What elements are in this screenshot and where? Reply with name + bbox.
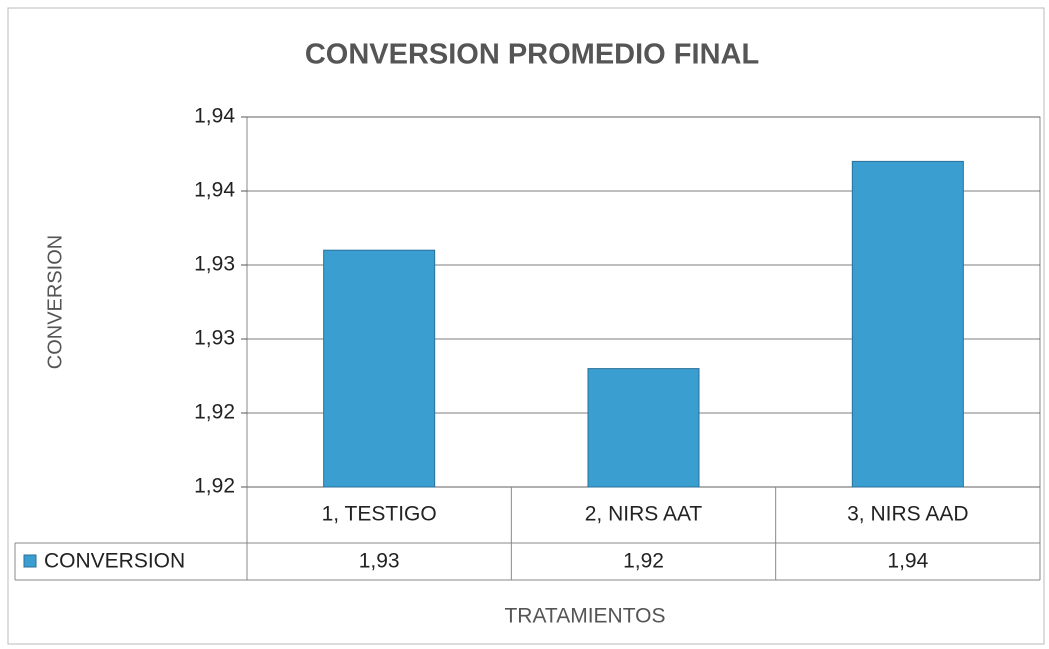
bar — [587, 368, 700, 488]
x-tick-label: 2, NIRS AAT — [585, 503, 703, 526]
y-tick-label: 1,94 — [194, 179, 235, 202]
y-tick-label: 1,94 — [194, 105, 235, 128]
bar — [323, 249, 436, 488]
data-table-value: 1,92 — [623, 550, 664, 573]
y-tick-label: 1,93 — [194, 253, 235, 276]
legend-marker — [23, 554, 37, 568]
x-tick-label: 3, NIRS AAD — [847, 503, 968, 526]
legend-label: CONVERSION — [44, 550, 185, 573]
x-tick-label: 1, TESTIGO — [322, 503, 437, 526]
y-tick-label: 1,92 — [194, 401, 235, 424]
y-tick-label: 1,92 — [194, 475, 235, 498]
y-axis-label: CONVERSION — [44, 235, 66, 369]
data-table-value: 1,94 — [887, 550, 928, 573]
data-table-value: 1,93 — [359, 550, 400, 573]
x-axis-label: TRATAMIENTOS — [504, 605, 665, 628]
chart-title: CONVERSION PROMEDIO FINAL — [305, 39, 759, 71]
y-tick-label: 1,93 — [194, 327, 235, 350]
bar — [851, 160, 964, 488]
